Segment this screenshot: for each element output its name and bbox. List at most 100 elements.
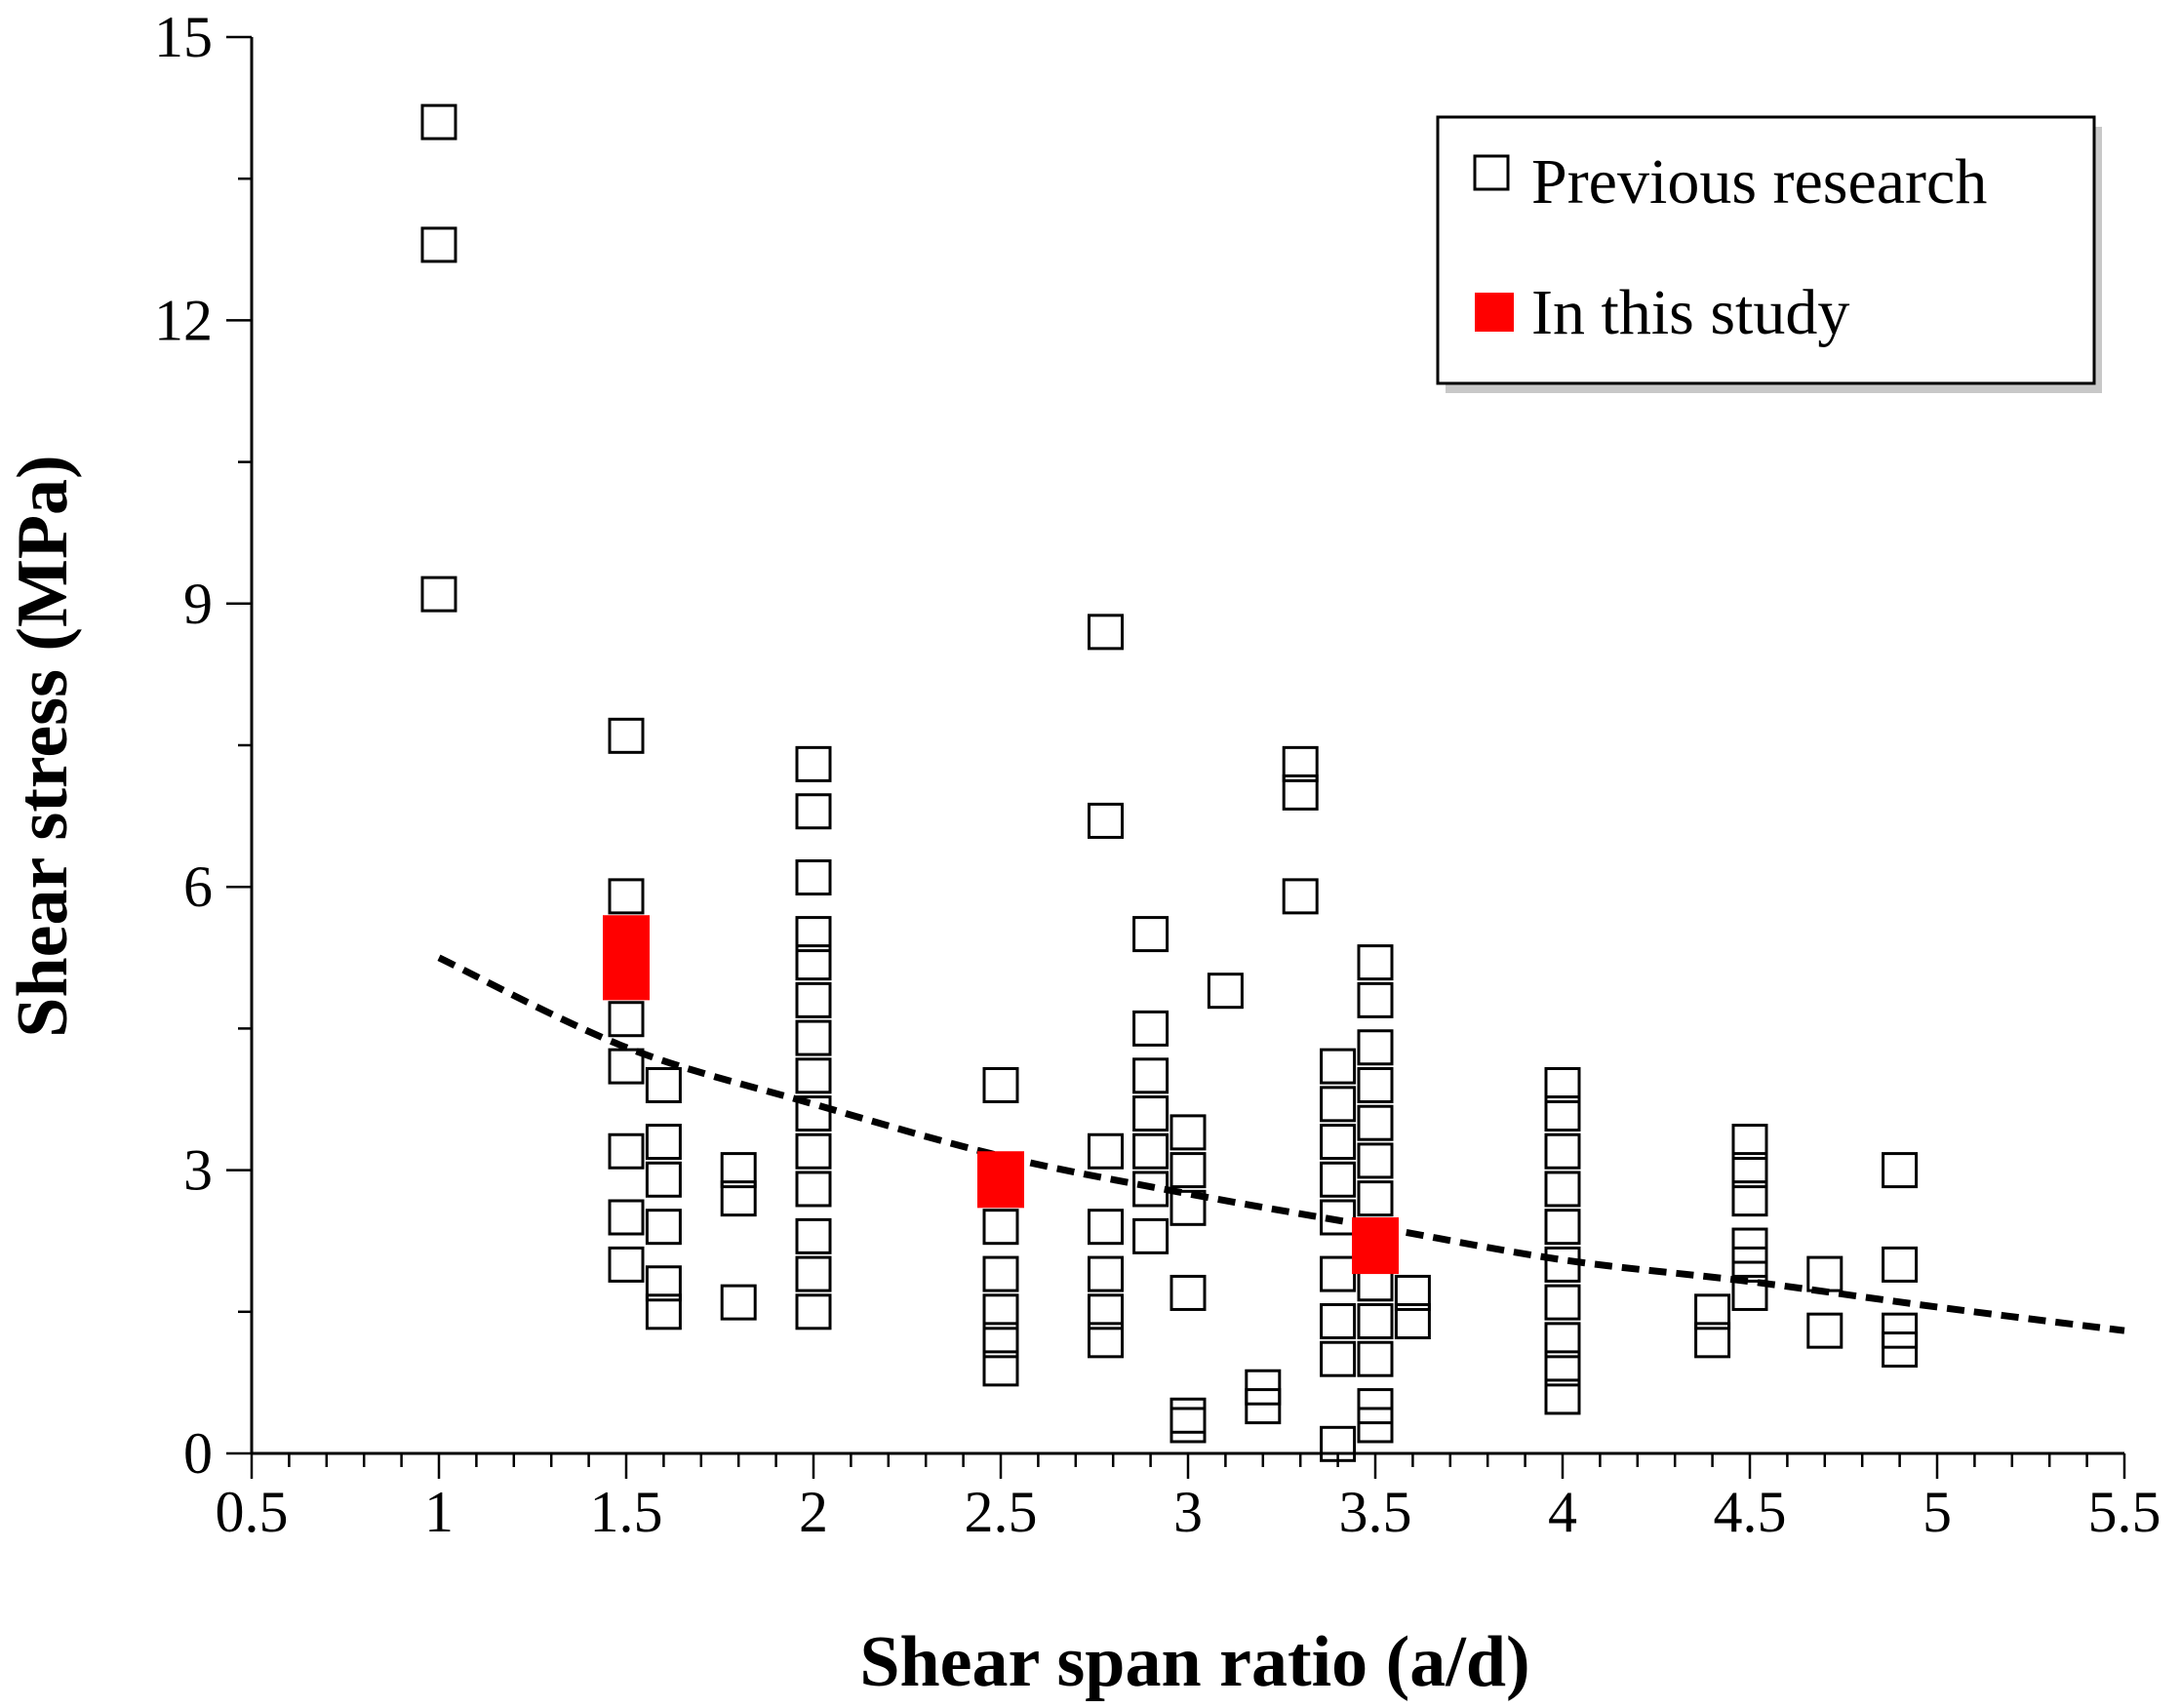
previous-research-point [1357, 1407, 1394, 1444]
legend-box [1436, 115, 2096, 385]
previous-research-point [1320, 1086, 1357, 1123]
previous-research-point [1088, 1132, 1125, 1170]
previous-research-point [1731, 1246, 1768, 1283]
previous-research-point [1544, 1246, 1581, 1283]
previous-research-point [1169, 1152, 1207, 1189]
previous-research-point [1320, 1425, 1357, 1462]
previous-research-point [1320, 1340, 1357, 1377]
y-axis-ticks: 0 3 6 9 12 15 [154, 5, 252, 1486]
y-axis-title: Shear stress (MPa) [3, 455, 83, 1037]
x-tick-label: 1 [424, 1480, 454, 1544]
previous-research-point [1169, 1274, 1207, 1311]
previous-research-point [795, 793, 832, 830]
previous-research-point [608, 1001, 645, 1038]
previous-research-point [1320, 1302, 1357, 1339]
previous-research-point [1282, 878, 1319, 915]
study-markers-group [603, 915, 1399, 1275]
x-tick-label: 1.5 [590, 1480, 663, 1544]
previous-research-point [645, 1066, 682, 1103]
previous-research-point [420, 103, 457, 140]
previous-research-point [1132, 1171, 1169, 1208]
previous-research-point [1544, 1209, 1581, 1246]
previous-research-point [795, 1255, 832, 1292]
previous-research-point [1357, 1142, 1394, 1179]
previous-research-point [1882, 1152, 1919, 1189]
previous-research-point [1088, 1255, 1125, 1292]
previous-research-point [1088, 1293, 1125, 1331]
y-tick-label: 15 [154, 5, 213, 69]
previous-research-point [1731, 1227, 1768, 1264]
previous-research-point [982, 1209, 1019, 1246]
previous-research-point [1544, 1284, 1581, 1321]
previous-research-point [1320, 1161, 1357, 1198]
previous-research-point [795, 1057, 832, 1094]
x-axis-title: Shear span ratio (a/d) [859, 1622, 1529, 1702]
previous-research-point [1357, 1180, 1394, 1217]
study-point [1352, 1217, 1399, 1275]
previous-research-point [645, 1124, 682, 1161]
previous-research-point [1544, 1132, 1581, 1170]
legend: Previous research In this study [1436, 115, 2102, 393]
y-tick-label: 3 [183, 1138, 213, 1203]
previous-research-point [645, 1161, 682, 1198]
previous-research-point [795, 1293, 832, 1331]
previous-research-point [982, 1322, 1019, 1359]
x-tick-label: 3 [1173, 1480, 1203, 1544]
previous-research-point [1394, 1274, 1431, 1311]
y-tick-label: 6 [183, 854, 213, 919]
previous-research-point [1132, 1217, 1169, 1254]
previous-research-point [645, 1209, 682, 1246]
previous-research-point [795, 1217, 832, 1254]
x-tick-label: 0.5 [216, 1480, 289, 1544]
previous-research-point [795, 944, 832, 981]
previous-research-point [420, 576, 457, 613]
previous-research-point [1357, 1066, 1394, 1103]
legend-open-square-icon [1473, 154, 1510, 191]
previous-research-point [1357, 944, 1394, 981]
previous-research-point [1132, 1095, 1169, 1132]
previous-research-point [420, 226, 457, 263]
previous-research-point [1394, 1302, 1431, 1339]
previous-research-point [1731, 1152, 1768, 1189]
previous-research-point [720, 1152, 757, 1189]
previous-research-point [608, 1199, 645, 1236]
previous-research-point [1169, 1114, 1207, 1151]
x-tick-label: 5 [1922, 1480, 1952, 1544]
x-tick-label: 4 [1548, 1480, 1577, 1544]
previous-research-point [982, 1293, 1019, 1331]
previous-research-point [608, 1246, 645, 1283]
previous-research-point [645, 1293, 682, 1331]
previous-research-point [608, 1132, 645, 1170]
previous-research-point [1169, 1407, 1207, 1444]
legend-label-previous: Previous research [1531, 146, 1987, 218]
previous-research-point [1694, 1322, 1731, 1359]
previous-research-point [1882, 1312, 1919, 1349]
previous-research-point [795, 745, 832, 782]
previous-research-point [1357, 1388, 1394, 1425]
y-tick-label: 12 [154, 288, 213, 352]
previous-research-point [1544, 1066, 1581, 1103]
previous-research-point [1544, 1350, 1581, 1387]
x-tick-label: 3.5 [1339, 1480, 1412, 1544]
x-tick-label: 5.5 [2088, 1480, 2161, 1544]
previous-research-point [795, 916, 832, 953]
trendline-group [437, 954, 2125, 1334]
previous-research-point [720, 1180, 757, 1217]
previous-research-point [1544, 1378, 1581, 1415]
x-tick-label: 2.5 [965, 1480, 1038, 1544]
previous-research-point [1806, 1312, 1843, 1349]
previous-research-point [1132, 916, 1169, 953]
previous-research-point [1882, 1246, 1919, 1283]
previous-research-point [720, 1284, 757, 1321]
previous-research-point [1207, 973, 1244, 1010]
previous-research-point [795, 859, 832, 896]
previous-research-point [982, 1350, 1019, 1387]
previous-research-point [1544, 1322, 1581, 1359]
previous-research-point [1169, 1189, 1207, 1226]
previous-research-point [795, 981, 832, 1018]
previous-research-point [1320, 1124, 1357, 1161]
previous-research-point [795, 1019, 832, 1056]
previous-research-point [1088, 1209, 1125, 1246]
previous-research-point [795, 1171, 832, 1208]
previous-research-point [1132, 1057, 1169, 1094]
